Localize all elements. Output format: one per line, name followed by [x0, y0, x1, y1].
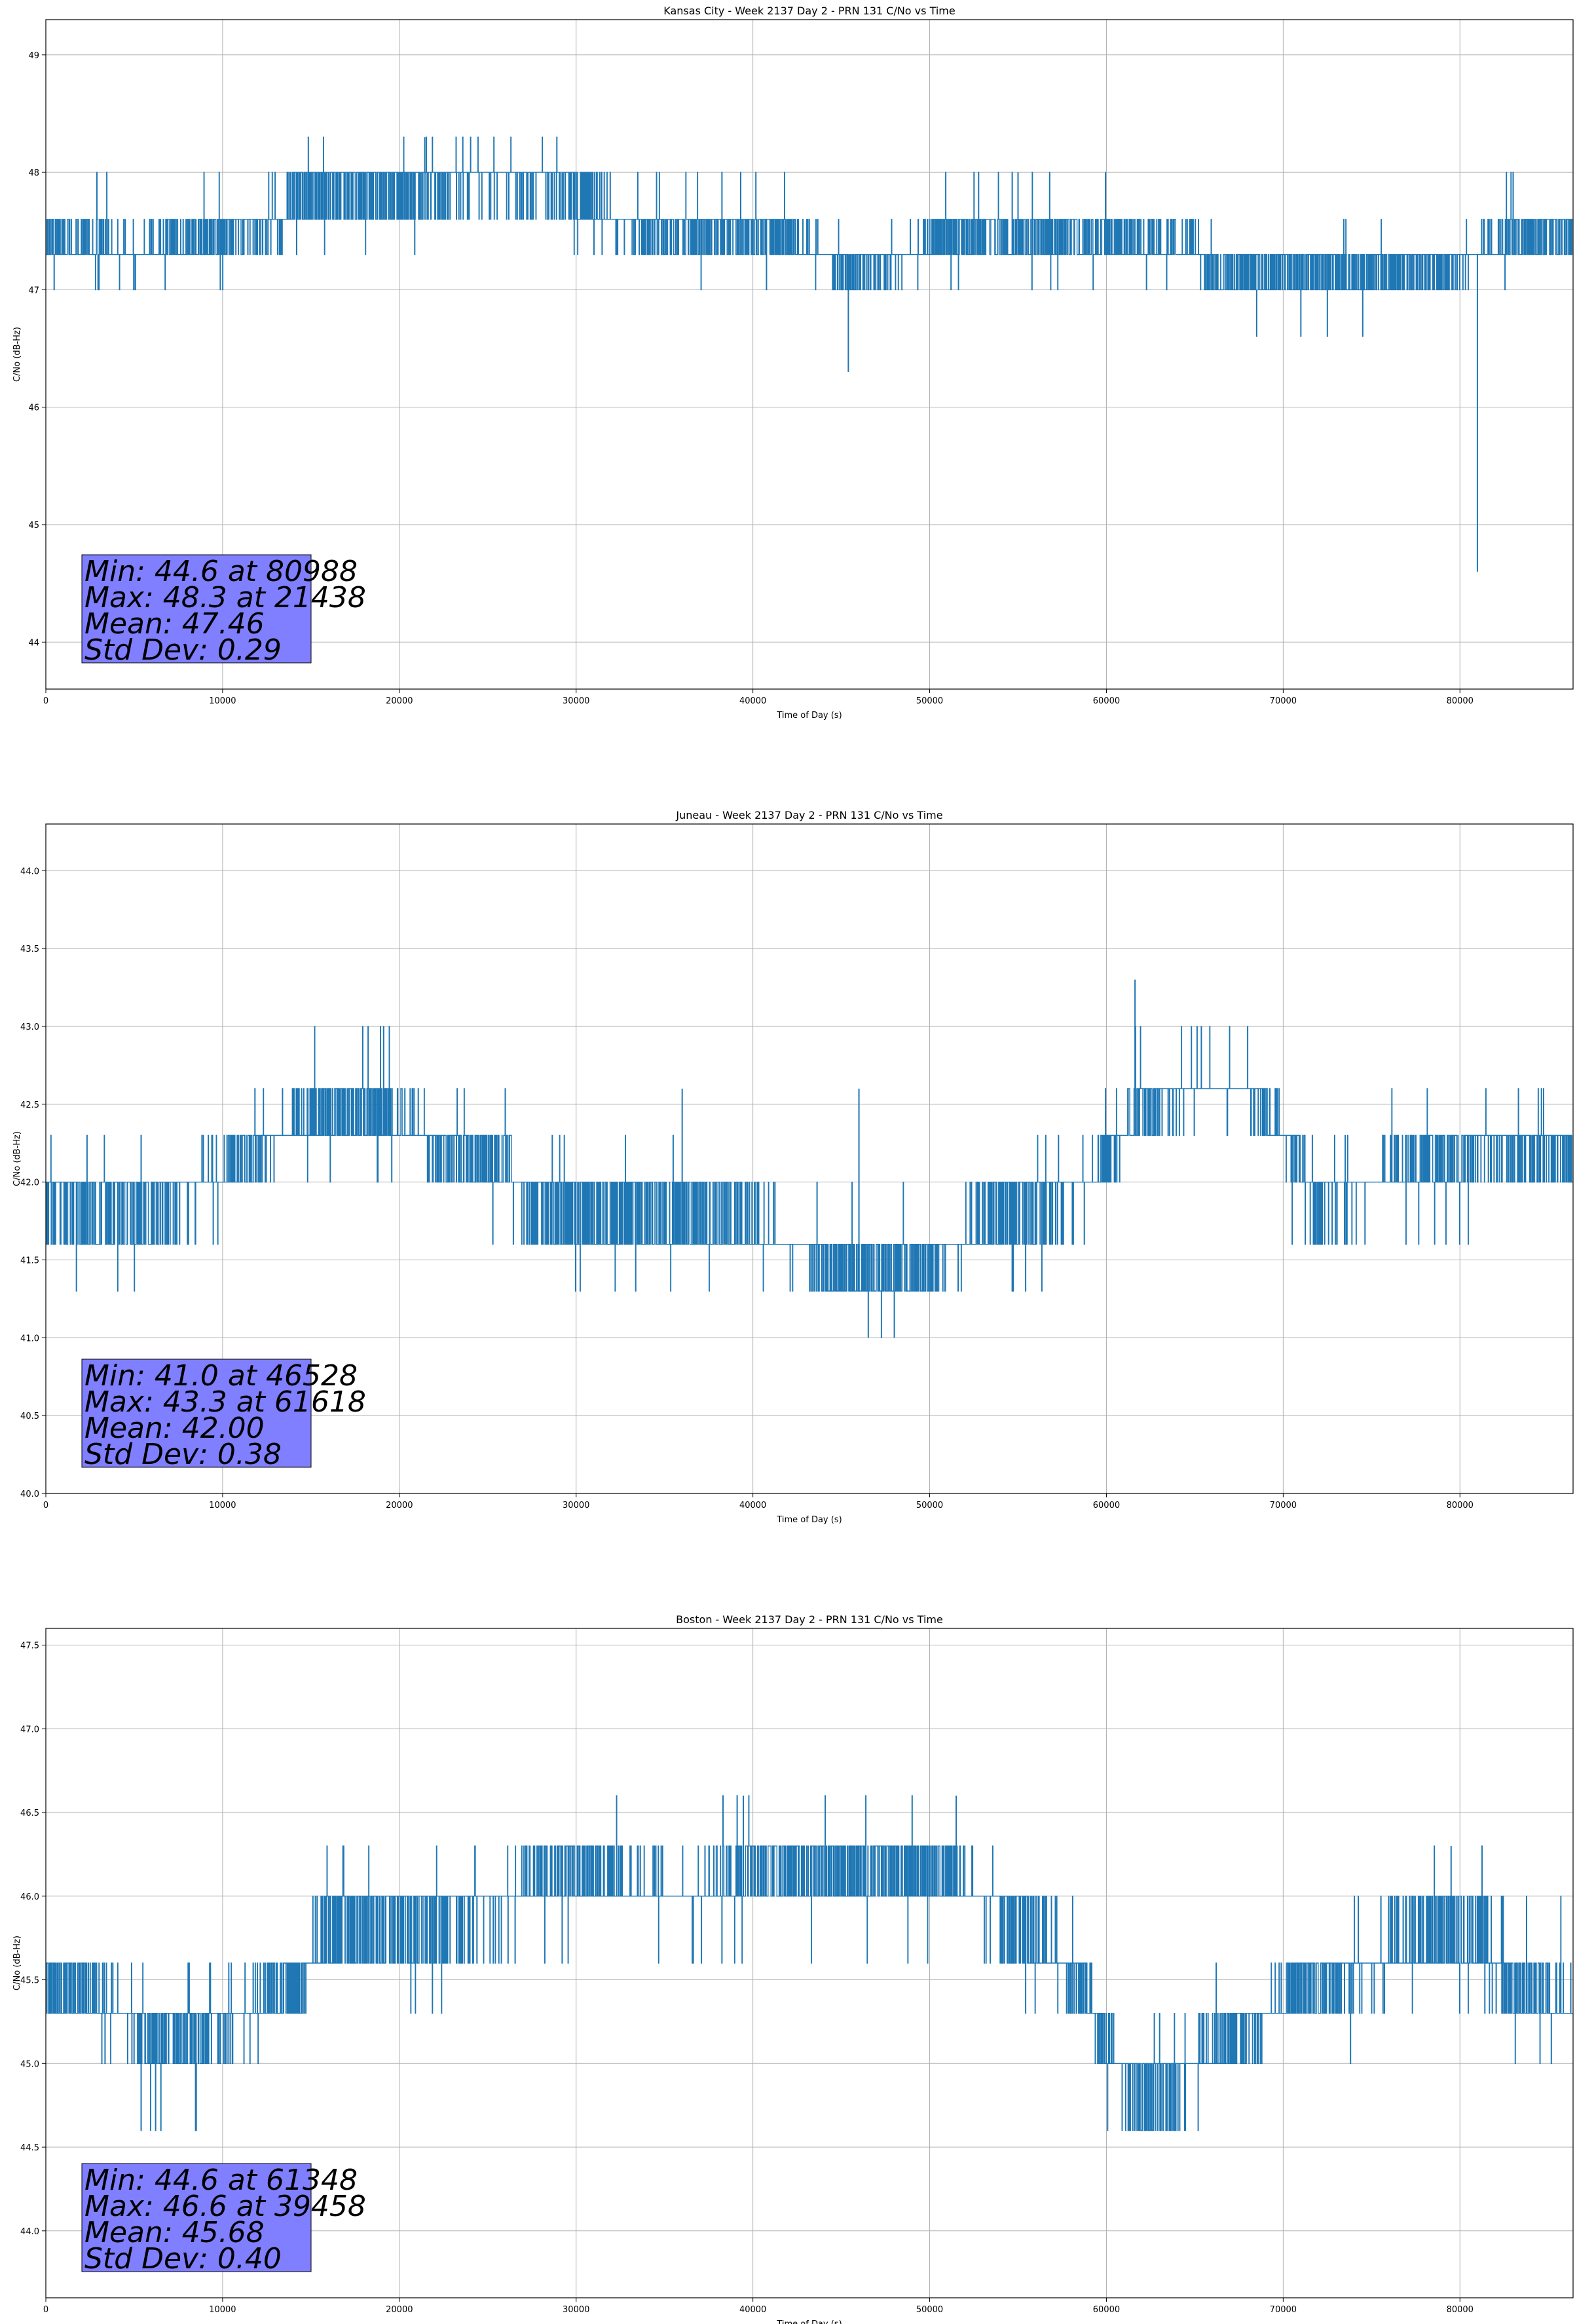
x-tick-label: 70000 [1270, 2305, 1297, 2315]
x-tick-label: 70000 [1270, 1501, 1297, 1510]
y-tick-label: 40.5 [20, 1412, 39, 1421]
x-tick-label: 40000 [739, 696, 766, 706]
y-tick-label: 46.0 [20, 1892, 39, 1902]
y-tick-label: 47.5 [20, 1641, 39, 1651]
y-tick-label: 45 [28, 521, 39, 531]
stats-max: Max: 46.6 at 39458 [84, 2190, 366, 2223]
y-axis-label: C/No (dB-Hz) [12, 1131, 22, 1186]
x-tick-label: 0 [43, 1501, 48, 1510]
y-tick-label: 42.0 [20, 1178, 39, 1188]
x-tick-label: 70000 [1270, 696, 1297, 706]
stats-std-dev: Std Dev: 0.29 [84, 633, 282, 667]
x-tick-label: 30000 [563, 2305, 589, 2315]
stats-std-dev: Std Dev: 0.40 [84, 2242, 282, 2276]
y-tick-label: 44.0 [20, 867, 39, 876]
stats-mean: Mean: 45.68 [84, 2216, 265, 2249]
y-tick-label: 44.5 [20, 2143, 39, 2153]
chart-title: Kansas City - Week 2137 Day 2 - PRN 131 … [663, 5, 955, 17]
y-tick-label: 41.5 [20, 1256, 39, 1265]
y-tick-label: 45.5 [20, 1976, 39, 1986]
x-tick-label: 60000 [1093, 696, 1120, 706]
chart-title: Juneau - Week 2137 Day 2 - PRN 131 C/No … [675, 809, 942, 821]
x-axis-label: Time of Day (s) [776, 2319, 842, 2324]
y-tick-label: 43.5 [20, 945, 39, 954]
stats-max: Max: 43.3 at 61618 [84, 1385, 366, 1419]
y-tick-label: 40.0 [20, 1490, 39, 1499]
stats-max: Max: 48.3 at 21438 [84, 581, 366, 614]
y-tick-label: 43.0 [20, 1022, 39, 1032]
y-tick-label: 46.5 [20, 1809, 39, 1818]
y-tick-label: 42.5 [20, 1100, 39, 1110]
chart-panel-3: Boston - Week 2137 Day 2 - PRN 131 C/No … [12, 1613, 1574, 2324]
x-tick-label: 0 [43, 696, 48, 706]
y-tick-label: 41.0 [20, 1334, 39, 1343]
x-tick-label: 10000 [209, 1501, 236, 1510]
x-tick-label: 50000 [916, 696, 943, 706]
y-axis-label: C/No (dB-Hz) [12, 327, 22, 382]
x-tick-label: 10000 [209, 2305, 236, 2315]
x-tick-label: 20000 [386, 1501, 413, 1510]
x-tick-label: 60000 [1093, 1501, 1120, 1510]
x-tick-label: 60000 [1093, 2305, 1120, 2315]
y-tick-label: 48 [28, 168, 39, 178]
y-tick-label: 46 [28, 403, 39, 413]
y-tick-label: 47 [28, 286, 39, 295]
x-tick-label: 80000 [1447, 2305, 1474, 2315]
stats-box [81, 2163, 312, 2272]
x-tick-label: 50000 [916, 1501, 943, 1510]
x-axis-label: Time of Day (s) [776, 711, 842, 721]
stats-mean: Mean: 47.46 [84, 607, 265, 641]
chart-panel-2: Juneau - Week 2137 Day 2 - PRN 131 C/No … [12, 809, 1574, 1525]
stats-mean: Mean: 42.00 [84, 1412, 265, 1445]
y-axis-label: C/No (dB-Hz) [12, 1936, 22, 1991]
plot-frame [45, 1628, 1574, 2298]
x-tick-label: 80000 [1447, 1501, 1474, 1510]
data-series-line [46, 136, 1573, 291]
stats-min: Min: 41.0 at 46528 [84, 1359, 358, 1393]
x-tick-label: 40000 [739, 2305, 766, 2315]
stats-min: Min: 44.6 at 80988 [84, 555, 358, 588]
x-tick-label: 30000 [563, 1501, 589, 1510]
stats-box [81, 1359, 312, 1468]
x-tick-label: 20000 [386, 696, 413, 706]
plot-frame [45, 823, 1574, 1494]
x-tick-label: 40000 [739, 1501, 766, 1510]
data-series-line [46, 1795, 1573, 2131]
stats-min: Min: 44.6 at 61348 [84, 2164, 358, 2197]
y-tick-label: 49 [28, 51, 39, 61]
chart-panel-1: Kansas City - Week 2137 Day 2 - PRN 131 … [12, 5, 1574, 721]
y-tick-label: 45.0 [20, 2059, 39, 2069]
chart-title: Boston - Week 2137 Day 2 - PRN 131 C/No … [676, 1613, 943, 1626]
y-tick-label: 47.0 [20, 1725, 39, 1734]
x-axis-label: Time of Day (s) [776, 1515, 842, 1525]
x-tick-label: 10000 [209, 696, 236, 706]
x-tick-label: 30000 [563, 696, 589, 706]
y-tick-label: 44.0 [20, 2227, 39, 2237]
stats-std-dev: Std Dev: 0.38 [84, 1438, 282, 1471]
x-tick-label: 80000 [1447, 696, 1474, 706]
x-tick-label: 50000 [916, 2305, 943, 2315]
data-series-line [46, 1026, 1573, 1338]
plot-frame [45, 19, 1574, 690]
stats-box [81, 554, 312, 664]
x-tick-label: 20000 [386, 2305, 413, 2315]
y-tick-label: 44 [28, 638, 39, 648]
x-tick-label: 0 [43, 2305, 48, 2315]
